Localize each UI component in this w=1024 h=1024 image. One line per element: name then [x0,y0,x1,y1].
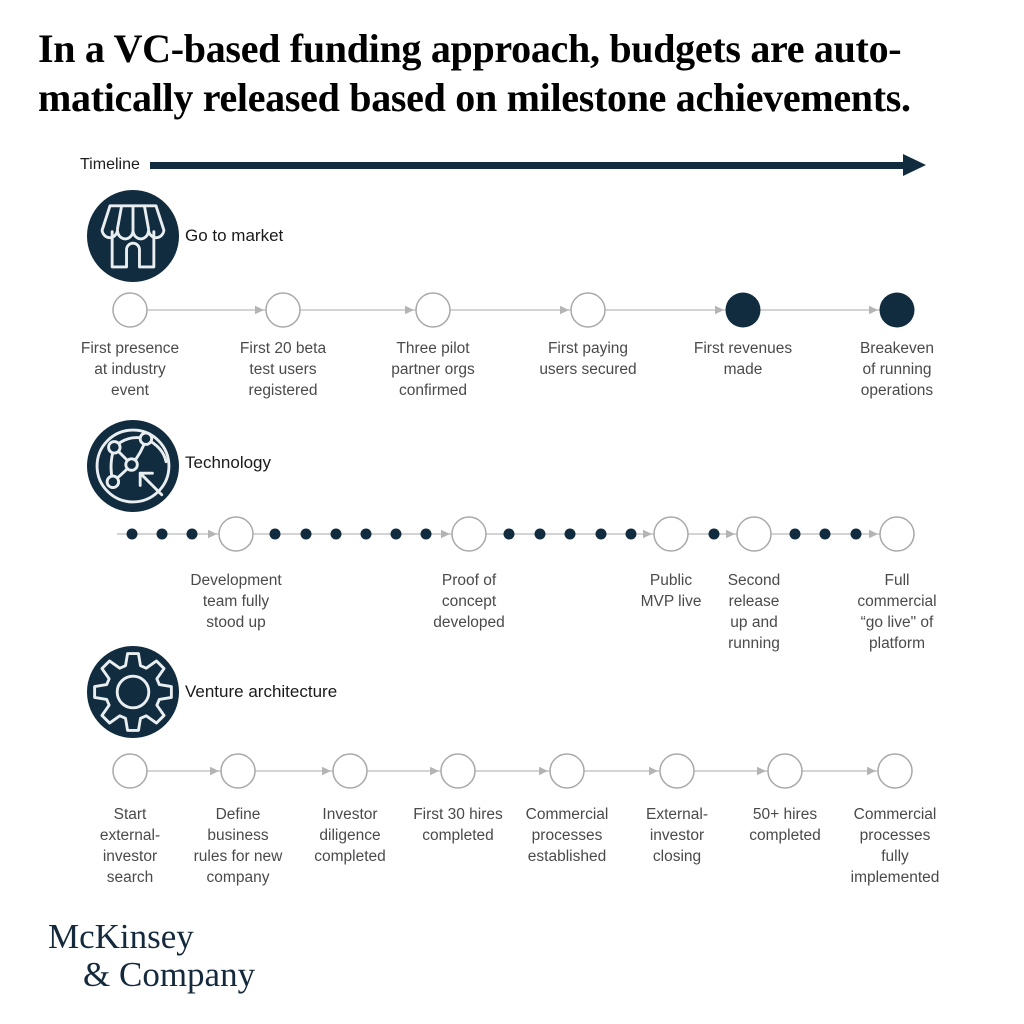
milestone-node [332,753,368,789]
milestone-node [549,753,585,789]
milestone-node [736,516,772,552]
milestone-node [879,516,915,552]
milestone-label: Development team fully stood up [190,572,282,631]
milestone-label: Commercial processes fully implemented [850,806,940,886]
mckinsey-company-logo: McKinsey & Company [48,918,255,994]
milestone-label: First revenues made [693,340,793,378]
arrowhead-icons [255,305,878,315]
section-label-go-to-market: Go to market [185,226,284,245]
timeline-arrow-head-icon [903,154,926,176]
milestone-node [653,516,689,552]
milestone-node [440,753,476,789]
arrowhead-icons [208,529,878,539]
milestone-node-achieved [879,292,915,328]
progress-dots [126,528,862,540]
gear-icon [93,652,173,732]
milestone-node [265,292,301,328]
venture-architecture-icon-badge [87,646,179,738]
logo-line2: & Company [83,955,256,994]
technology-track-graphic [117,516,915,552]
go-to-market-track-graphic [112,292,915,328]
milestone-node [112,753,148,789]
milestone-node [112,292,148,328]
milestone-node-achieved [725,292,761,328]
milestone-node [877,753,913,789]
page-title: In a VC-based funding approach, budgets … [38,24,1003,122]
milestone-label: First 20 beta test users registered [239,340,327,399]
milestone-label: Full commercial “go live" of platform [857,572,937,652]
milestone-label: Proof of concept developed [433,572,505,631]
arrowhead-icons [210,766,876,776]
milestone-label: Commercial processes established [525,806,609,865]
milestone-node [767,753,803,789]
milestone-node [570,292,606,328]
milestone-label: First paying users secured [539,340,637,378]
milestone-label: Breakeven of running operations [859,340,935,399]
venture-architecture-track-graphic [112,753,913,789]
go-to-market-icon-badge [87,190,179,282]
page-title-line2: matically released based on milestone ac… [38,75,911,120]
network-icon [95,428,171,504]
milestone-node [659,753,695,789]
section-label-venture-architecture: Venture architecture [185,682,338,701]
milestone-node [451,516,487,552]
milestone-label: Start external- investor search [99,806,161,886]
cursor-arrow-icon [138,471,164,497]
milestone-label: Investor diligence completed [314,806,386,865]
timeline-arrow-bar [150,162,906,169]
milestone-node [415,292,451,328]
milestone-label: 50+ hires completed [749,806,821,844]
milestone-label: First presence at industry event [80,340,180,399]
milestone-label: External- investor closing [645,806,709,865]
storefront-icon [100,204,166,269]
milestone-node [218,516,254,552]
page-title-line1: In a VC-based funding approach, budgets … [38,26,902,71]
milestone-label: Define business rules for new company [193,806,283,886]
technology-icon-badge [87,420,179,512]
milestone-node [220,753,256,789]
logo-line1: McKinsey [48,917,194,956]
milestone-label: Public MVP live [640,572,702,610]
milestone-label: Second release up and running [727,572,781,652]
milestone-label: First 30 hires completed [413,806,503,844]
section-label-technology: Technology [185,453,272,472]
timeline-label: Timeline [80,156,140,173]
milestone-label: Three pilot partner orgs confirmed [391,340,475,399]
